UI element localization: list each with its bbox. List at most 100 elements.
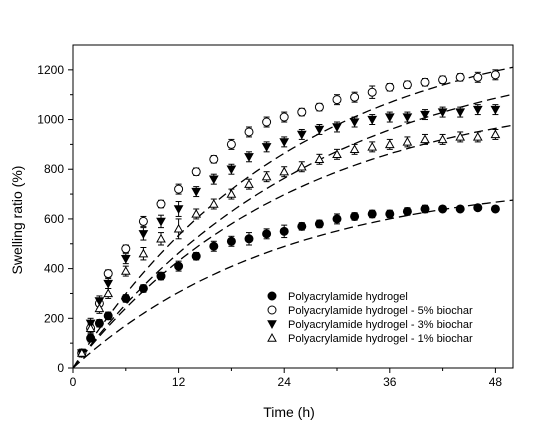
data-point — [402, 136, 413, 146]
plot-area-border — [72, 44, 514, 369]
data-point — [384, 139, 395, 149]
data-point — [350, 211, 360, 221]
data-point — [385, 209, 395, 219]
data-point — [191, 251, 201, 261]
data-point — [420, 110, 430, 120]
y-tick-label: 600 — [44, 212, 64, 226]
data-point — [103, 269, 113, 279]
data-point — [156, 199, 166, 209]
y-tick-label: 400 — [44, 262, 64, 276]
data-point — [384, 113, 395, 123]
data-point — [332, 123, 342, 133]
x-tick-label: 12 — [172, 375, 186, 389]
data-point — [279, 138, 290, 147]
data-point — [156, 233, 166, 243]
data-point — [103, 279, 114, 289]
data-point — [120, 254, 131, 264]
data-point — [191, 187, 202, 197]
data-point — [94, 303, 105, 313]
data-point — [138, 230, 149, 239]
data-point — [350, 92, 360, 102]
data-point — [367, 87, 377, 97]
data-point — [244, 153, 254, 162]
data-point — [490, 204, 500, 214]
data-point — [94, 318, 104, 328]
data-point — [94, 297, 105, 306]
y-axis-ticks: 0 200 400 600 800 1000 1200 — [37, 63, 73, 375]
data-point — [209, 241, 219, 251]
data-point — [226, 165, 237, 175]
data-point — [455, 204, 465, 214]
data-point — [455, 131, 466, 141]
data-point — [244, 234, 254, 244]
data-point — [490, 129, 501, 139]
data-point — [267, 305, 277, 315]
data-point — [173, 205, 184, 215]
data-point — [267, 291, 277, 301]
data-markers — [76, 70, 501, 359]
data-point — [402, 113, 413, 123]
data-point — [156, 217, 166, 227]
data-point — [262, 117, 272, 127]
data-point — [173, 223, 184, 233]
x-tick-label: 36 — [383, 375, 397, 389]
data-point — [191, 208, 202, 218]
data-point — [367, 209, 377, 219]
data-point — [314, 154, 325, 163]
data-point — [226, 139, 236, 149]
data-point — [420, 77, 430, 87]
fit-line — [72, 124, 514, 369]
data-point — [297, 107, 307, 117]
data-point — [438, 75, 448, 85]
data-point — [121, 293, 131, 303]
data-point — [367, 115, 378, 125]
data-point — [208, 175, 219, 185]
data-point — [472, 131, 483, 141]
data-point — [314, 102, 324, 112]
data-point — [420, 204, 430, 214]
data-point — [473, 72, 483, 82]
fit-line — [72, 66, 514, 369]
fit-line — [72, 93, 514, 369]
data-point — [473, 203, 483, 213]
x-tick-label: 48 — [489, 375, 503, 389]
data-point — [490, 70, 500, 80]
data-point — [314, 219, 324, 229]
data-point — [267, 320, 277, 330]
data-point — [490, 105, 501, 115]
data-point — [437, 134, 448, 144]
data-point — [85, 323, 96, 332]
data-point — [279, 166, 290, 176]
data-point — [86, 333, 96, 343]
data-point — [226, 189, 237, 198]
legend-entry-label: Polyacrylamide hydrogel — [288, 291, 408, 303]
legend: Polyacrylamide hydrogel Polyacrylamide hy… — [267, 291, 473, 345]
data-point — [296, 130, 307, 140]
y-tick-label: 800 — [44, 162, 64, 176]
y-tick-label: 0 — [57, 361, 64, 375]
data-point — [437, 108, 448, 118]
legend-entry-label: Polyacrylamide hydrogel - 3% biochar — [288, 319, 473, 331]
data-point — [402, 80, 412, 90]
x-tick-label: 24 — [278, 375, 292, 389]
x-tick-label: 0 — [70, 375, 77, 389]
data-point — [402, 206, 412, 216]
data-point — [174, 184, 184, 194]
data-point — [332, 149, 342, 159]
x-axis-title: Time (h) — [263, 404, 315, 420]
legend-entry-label: Polyacrylamide hydrogel - 5% biochar — [288, 305, 473, 317]
data-point — [279, 226, 289, 236]
data-point — [226, 236, 236, 246]
data-point — [438, 204, 448, 214]
legend-entry-label: Polyacrylamide hydrogel - 1% biochar — [288, 333, 473, 345]
data-point — [367, 141, 378, 151]
data-point — [332, 95, 342, 105]
data-point — [138, 283, 148, 293]
data-point — [349, 118, 360, 128]
data-point — [244, 179, 254, 188]
data-point — [208, 198, 219, 208]
data-point — [297, 221, 307, 231]
data-point — [455, 72, 465, 82]
data-point — [455, 108, 466, 118]
